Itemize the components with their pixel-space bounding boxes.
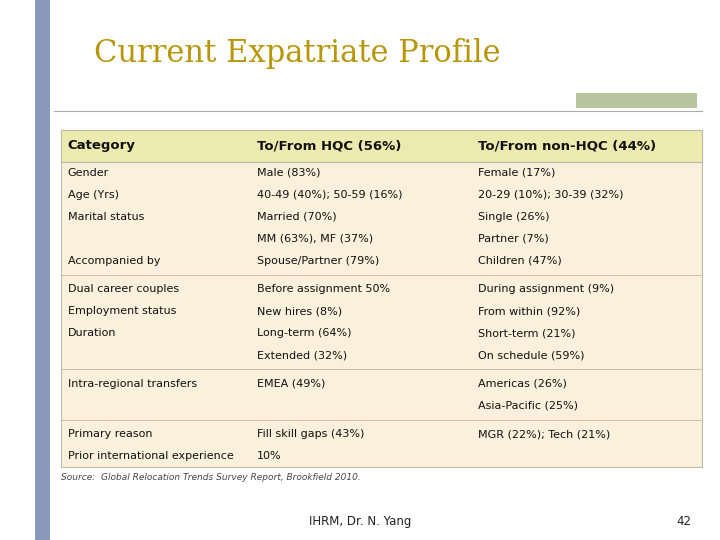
Text: Age (Yrs): Age (Yrs)	[68, 190, 119, 200]
Text: EMEA (49%): EMEA (49%)	[257, 379, 325, 389]
Text: Children (47%): Children (47%)	[478, 256, 562, 266]
Text: 40-49 (40%); 50-59 (16%): 40-49 (40%); 50-59 (16%)	[257, 190, 402, 200]
Text: During assignment (9%): During assignment (9%)	[478, 285, 614, 294]
Text: Dual career couples: Dual career couples	[68, 285, 179, 294]
Text: Prior international experience: Prior international experience	[68, 451, 233, 461]
Text: Married (70%): Married (70%)	[257, 212, 336, 222]
Text: Before assignment 50%: Before assignment 50%	[257, 285, 390, 294]
Text: Accompanied by: Accompanied by	[68, 256, 160, 266]
Text: Extended (32%): Extended (32%)	[257, 350, 347, 360]
Text: Category: Category	[68, 139, 135, 152]
Text: Primary reason: Primary reason	[68, 429, 152, 439]
Text: Single (26%): Single (26%)	[478, 212, 549, 222]
Text: MM (63%), MF (37%): MM (63%), MF (37%)	[257, 234, 373, 244]
Text: Short-term (21%): Short-term (21%)	[478, 328, 575, 338]
Text: Gender: Gender	[68, 168, 109, 178]
Text: Male (83%): Male (83%)	[257, 168, 320, 178]
Text: MGR (22%); Tech (21%): MGR (22%); Tech (21%)	[478, 429, 610, 439]
Text: Employment status: Employment status	[68, 306, 176, 316]
Text: 20-29 (10%); 30-39 (32%): 20-29 (10%); 30-39 (32%)	[478, 190, 624, 200]
Text: From within (92%): From within (92%)	[478, 306, 580, 316]
Text: Intra-regional transfers: Intra-regional transfers	[68, 379, 197, 389]
Text: Female (17%): Female (17%)	[478, 168, 555, 178]
Text: Source:  Global Relocation Trends Survey Report, Brookfield 2010.: Source: Global Relocation Trends Survey …	[61, 472, 361, 482]
Text: Fill skill gaps (43%): Fill skill gaps (43%)	[257, 429, 364, 439]
Text: Americas (26%): Americas (26%)	[478, 379, 567, 389]
Text: 42: 42	[676, 515, 691, 528]
Text: 10%: 10%	[257, 451, 282, 461]
Text: To/From non-HQC (44%): To/From non-HQC (44%)	[478, 139, 656, 152]
Text: On schedule (59%): On schedule (59%)	[478, 350, 585, 360]
Text: New hires (8%): New hires (8%)	[257, 306, 342, 316]
Text: Current Expatriate Profile: Current Expatriate Profile	[94, 38, 500, 69]
Text: Duration: Duration	[68, 328, 116, 338]
Text: Asia-Pacific (25%): Asia-Pacific (25%)	[478, 401, 577, 411]
Text: Spouse/Partner (79%): Spouse/Partner (79%)	[257, 256, 379, 266]
Text: To/From HQC (56%): To/From HQC (56%)	[257, 139, 401, 152]
Text: IHRM, Dr. N. Yang: IHRM, Dr. N. Yang	[309, 515, 411, 528]
Text: Marital status: Marital status	[68, 212, 144, 222]
Text: Long-term (64%): Long-term (64%)	[257, 328, 351, 338]
Text: Partner (7%): Partner (7%)	[478, 234, 549, 244]
